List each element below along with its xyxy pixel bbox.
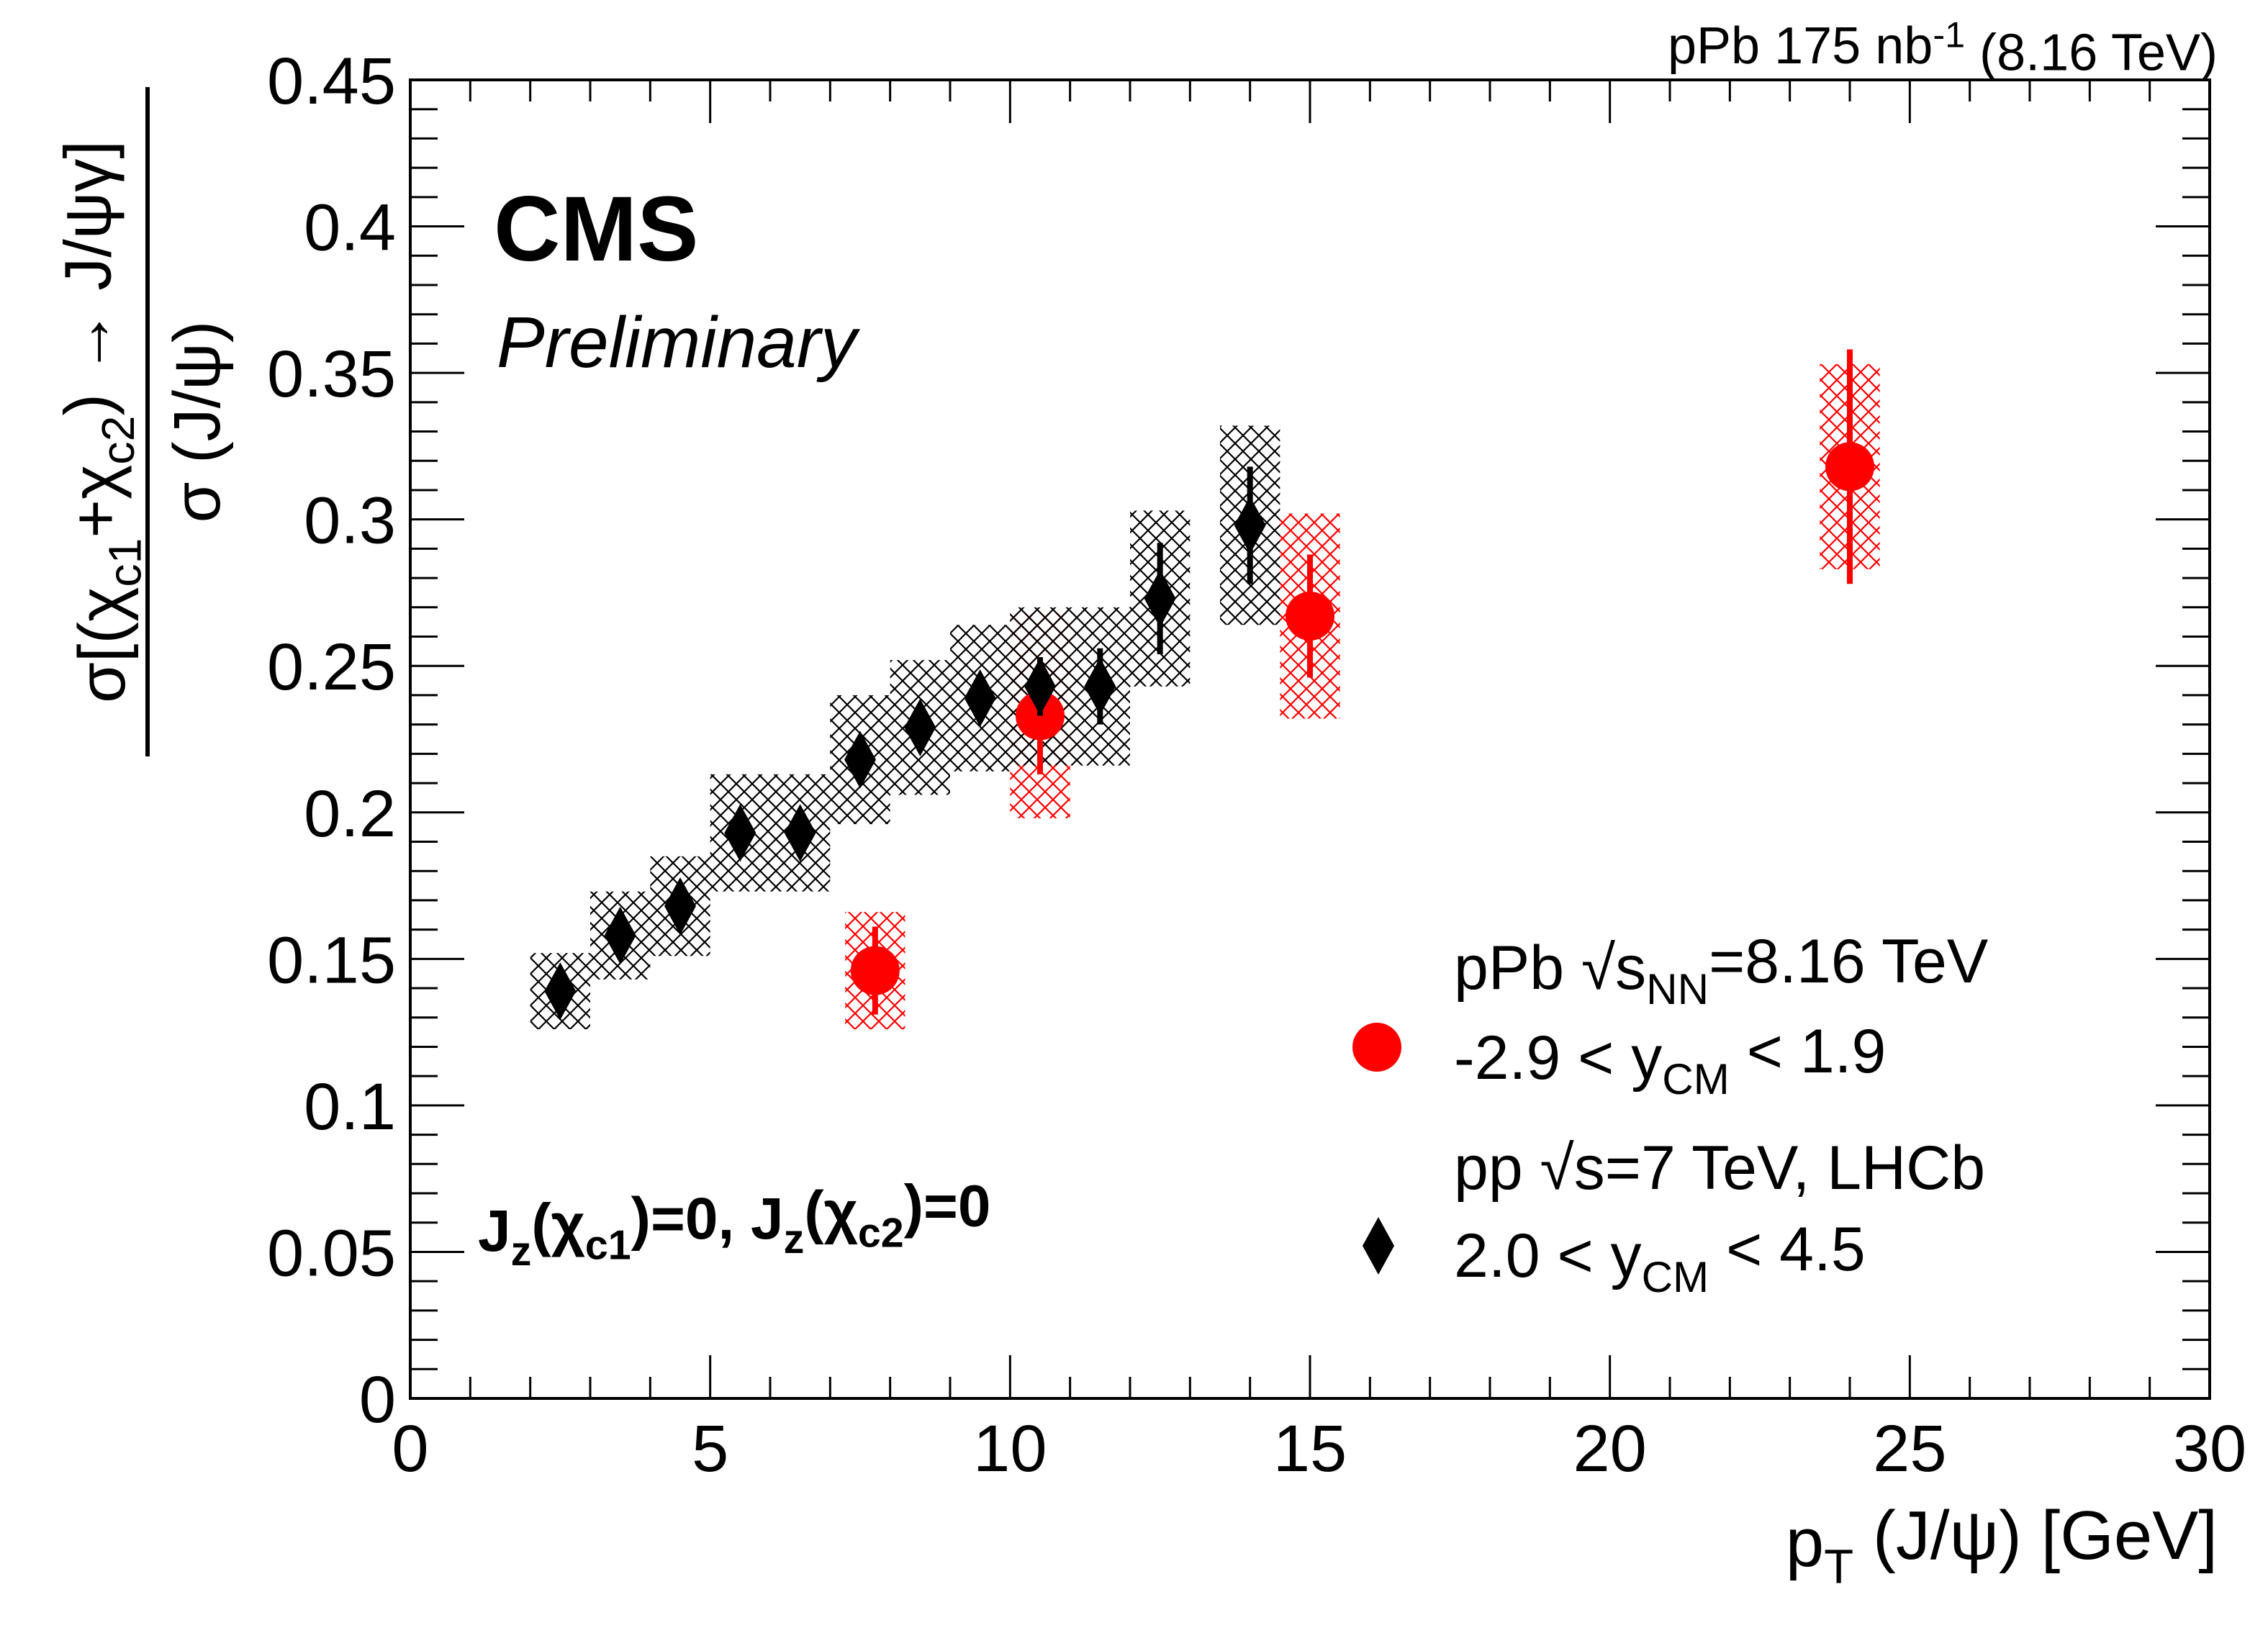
text-part: σ (J/ψ) <box>161 321 234 523</box>
lumi-label: pPb 175 nb-1 (8.16 TeV) <box>1668 14 2218 81</box>
legend-marker <box>1352 1023 1401 1072</box>
data-point <box>1234 496 1266 554</box>
data-point <box>964 669 996 728</box>
data-point <box>904 698 936 756</box>
text-part: =8.16 TeV <box>1709 927 1988 996</box>
status-label: Preliminary <box>497 302 861 383</box>
data-point <box>724 804 756 862</box>
y-tick-label: 0 <box>359 1363 396 1437</box>
subscript: T <box>1824 1540 1853 1594</box>
text-part: (J/ψ) [GeV] <box>1853 1497 2218 1574</box>
y-tick-label: 0.35 <box>267 338 396 411</box>
subscript: CM <box>1642 1253 1709 1301</box>
text-part: σ[(χ <box>65 587 139 703</box>
y-tick-label: 0.45 <box>267 45 396 118</box>
subscript: z <box>784 1216 805 1262</box>
subscript: CM <box>1662 1055 1730 1103</box>
data-point <box>1144 569 1176 628</box>
subscript: c1 <box>99 538 151 587</box>
data-point <box>664 877 696 936</box>
supscript: -1 <box>1933 14 1965 55</box>
legend-marker <box>1363 1217 1394 1275</box>
text-part: )=0, J <box>631 1186 784 1252</box>
legend-label: 2.0 < yCM < 4.5 <box>1454 1215 1866 1301</box>
text-part: pp √s=7 TeV, LHCb <box>1454 1134 1985 1203</box>
text-part: (8.16 TeV) <box>1965 24 2218 82</box>
legend-label: pp √s=7 TeV, LHCb <box>1454 1134 1985 1203</box>
subscript: NN <box>1646 965 1709 1013</box>
text-part: < 1.9 <box>1730 1017 1887 1086</box>
x-tick-label: 5 <box>692 1412 728 1485</box>
text-part: < 4.5 <box>1709 1215 1866 1284</box>
x-tick-label: 10 <box>973 1412 1047 1485</box>
y-title-denominator: σ (J/ψ) <box>161 321 234 523</box>
y-tick-label: 0.4 <box>304 191 396 265</box>
x-tick-label: 20 <box>1573 1412 1646 1485</box>
text-part: pPb √s <box>1454 933 1646 1003</box>
data-point <box>1024 657 1056 715</box>
text-part: +χ <box>58 465 132 538</box>
data-point <box>544 962 577 1021</box>
y-axis-title: σ[(χc1+χc2) → J/ψγ] σ (J/ψ) <box>52 87 234 756</box>
data-point <box>1286 592 1334 641</box>
annotation: Jz(χc1)=0, Jz(χc2)=0 <box>478 1174 991 1275</box>
experiment-label: CMS <box>494 178 698 281</box>
y-tick-label: 0.3 <box>304 484 396 558</box>
text-part: p <box>1786 1504 1824 1581</box>
text-part: ) → J/ψγ] <box>52 140 125 415</box>
y-tick-label: 0.1 <box>304 1070 396 1144</box>
x-tick-label: 25 <box>1873 1412 1946 1485</box>
text-part: )=0 <box>904 1174 991 1239</box>
subscript: c1 <box>585 1222 631 1268</box>
text-part: (χ <box>804 1180 858 1245</box>
subscript: c2 <box>92 416 144 465</box>
data-point <box>1825 442 1874 492</box>
subscript: z <box>511 1229 532 1275</box>
text-part: 2.0 < y <box>1454 1221 1642 1290</box>
text-part: (χ <box>531 1192 585 1257</box>
x-tick-label: 15 <box>1273 1412 1347 1485</box>
x-axis-title: pT (J/ψ) [GeV] <box>1786 1497 2218 1594</box>
subscript: c2 <box>858 1210 904 1256</box>
data-point <box>784 804 816 862</box>
data-point <box>850 946 900 995</box>
text-part: J <box>478 1198 511 1264</box>
data-point <box>844 731 876 789</box>
y-tick-label: 0.25 <box>267 630 396 704</box>
y-tick-label: 0.05 <box>267 1216 396 1290</box>
y-tick-label: 0.15 <box>267 923 396 997</box>
text-part: -2.9 < y <box>1454 1023 1662 1093</box>
data-point <box>604 906 636 964</box>
text-part: pPb 175 nb <box>1668 17 1933 75</box>
data-point <box>1084 657 1116 715</box>
y-title-numerator: σ[(χc1+χc2) → J/ψγ] <box>52 140 151 703</box>
data-point <box>1016 691 1065 741</box>
legend-label: -2.9 < yCM < 1.9 <box>1454 1017 1886 1103</box>
x-tick-label: 30 <box>2173 1412 2246 1485</box>
legend-label: pPb √sNN=8.16 TeV <box>1454 927 1988 1013</box>
x-tick-label: 0 <box>392 1412 428 1485</box>
y-tick-label: 0.2 <box>304 777 396 851</box>
